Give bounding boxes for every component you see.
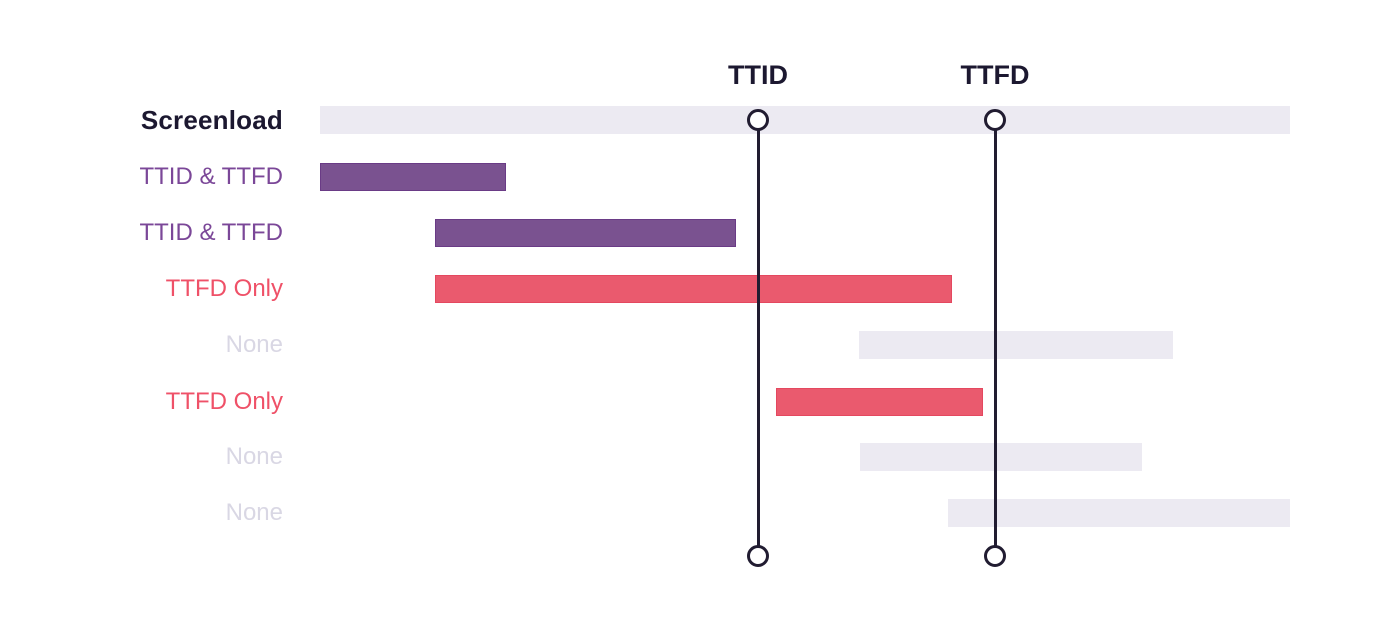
row-bar-none-1 [859,331,1173,359]
ttfd-marker-top-circle [984,109,1006,131]
row-label-ttid-ttfd-1: TTID & TTFD [139,163,283,190]
ttfd-marker-bottom-circle [984,545,1006,567]
row-label-none-3: None [225,499,283,526]
ttid-marker-label: TTID [728,60,788,90]
row-label-ttid-ttfd-2: TTID & TTFD [139,219,283,246]
row-bar-none-2 [860,443,1142,471]
ttid-marker-bottom-circle [747,545,769,567]
row-label-none-2: None [225,443,283,470]
row-bar-ttfd-only-2 [776,388,983,416]
row-label-none-1: None [225,331,283,358]
row-bar-ttid-ttfd-2 [435,219,736,247]
ttfd-marker-line [993,120,997,556]
row-bar-ttid-ttfd-1 [320,163,506,191]
row-bar-screenload [320,106,1290,134]
ttid-marker-top-circle [747,109,769,131]
row-label-ttfd-only-1: TTFD Only [165,275,283,302]
ttid-marker-line [756,120,760,556]
row-bar-none-3 [948,499,1290,527]
row-label-screenload: Screenload [140,105,283,135]
row-bar-ttfd-only-1 [435,275,952,303]
ttfd-marker-label: TTFD [960,60,1030,90]
row-label-ttfd-only-2: TTFD Only [165,388,283,415]
